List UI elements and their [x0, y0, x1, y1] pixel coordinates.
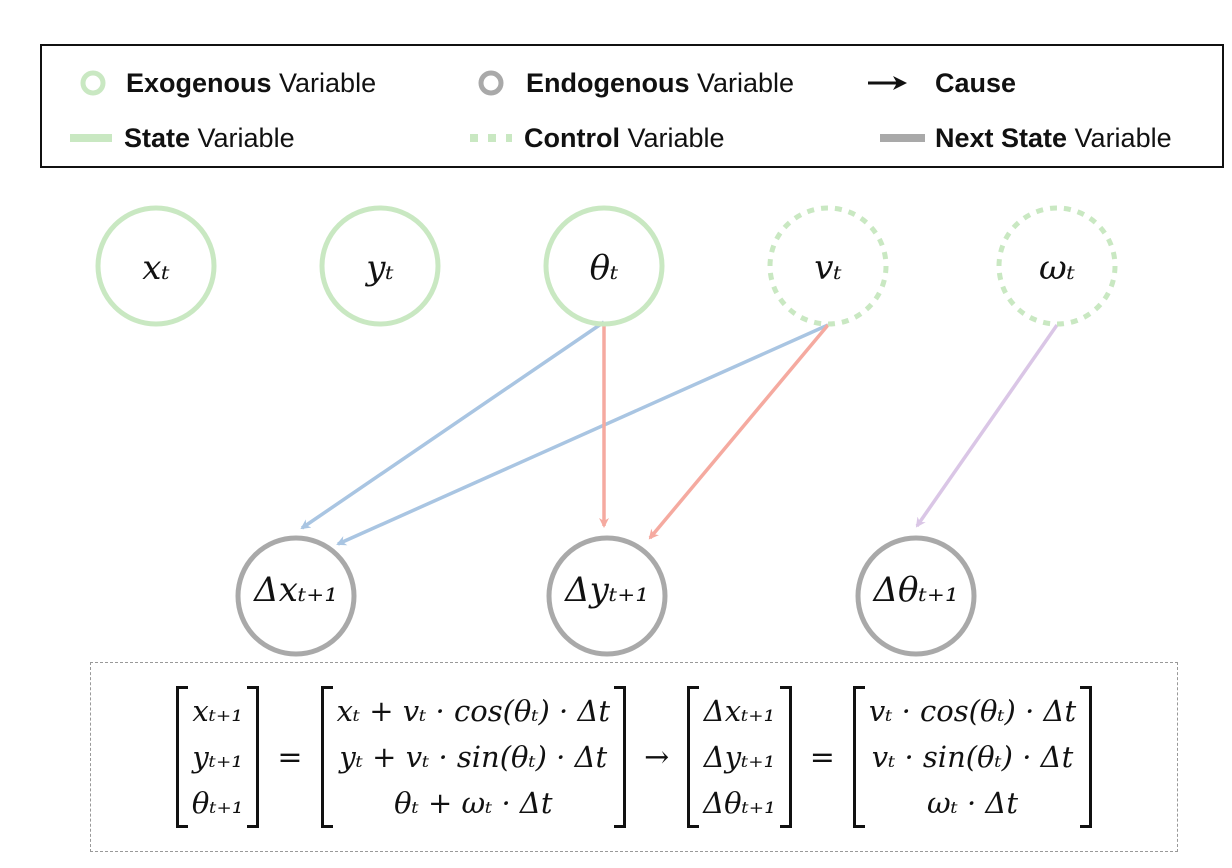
node-dx-label: Δxₜ₊₁ [254, 570, 338, 610]
node-theta [543, 205, 665, 327]
right-arrow: → [644, 739, 670, 775]
node-omega-label: ωₜ [1038, 248, 1076, 288]
matrix-entry: yₜ + vₜ · sin(θₜ) · Δt [339, 740, 608, 774]
node-dtheta [855, 535, 977, 657]
matrix-entry: vₜ · cos(θₜ) · Δt [868, 694, 1077, 728]
legend-exogenous-label: Exogenous Variable [126, 68, 377, 98]
matrix-entry: vₜ · sin(θₜ) · Δt [871, 740, 1074, 774]
delta-transition-vector: vₜ · cos(θₜ) · Δt vₜ · sin(θₜ) · Δt ωₜ ·… [852, 686, 1093, 828]
node-y [319, 205, 441, 327]
matrix-entry: Δxₜ₊₁ [703, 694, 776, 728]
legend [40, 44, 1224, 168]
node-y-label: yₜ [366, 248, 394, 288]
legend-endogenous-label: Endogenous Variable [526, 68, 795, 98]
legend-cause-label: Cause [935, 68, 1017, 98]
matrix-entry: Δyₜ₊₁ [703, 740, 776, 774]
delta-vector: Δxₜ₊₁ Δyₜ₊₁ Δθₜ₊₁ [687, 686, 792, 828]
node-x-label: xₜ [142, 248, 170, 288]
node-dtheta-label: Δθₜ₊₁ [873, 570, 959, 610]
matrix-entry: xₜ₊₁ [192, 694, 243, 728]
node-dy-label: Δyₜ₊₁ [565, 570, 649, 610]
legend-state-label: State Variable [124, 123, 295, 153]
node-omega [996, 205, 1118, 327]
legend-next-state-label: Next State Variable [935, 123, 1172, 153]
node-dx [235, 535, 357, 657]
edge-omega-to-dtheta [915, 323, 1059, 528]
matrix-entry: θₜ₊₁ [191, 786, 244, 820]
legend-endogenous-icon [478, 70, 504, 96]
legend-control-label: Control Variable [524, 123, 725, 153]
matrix-entry: yₜ₊₁ [192, 740, 243, 774]
matrix-entry: θₜ + ωₜ · Δt [394, 786, 553, 820]
node-v [767, 205, 889, 327]
node-v-label: vₜ [814, 248, 842, 288]
equals-sign: = [277, 739, 303, 775]
matrix-entry: xₜ + vₜ · cos(θₜ) · Δt [336, 694, 611, 728]
matrix-entry: ωₜ · Δt [926, 786, 1019, 820]
transition-vector: xₜ + vₜ · cos(θₜ) · Δt yₜ + vₜ · sin(θₜ)… [320, 686, 627, 828]
legend-exogenous-icon [80, 70, 106, 96]
edge-theta-to-dx [300, 320, 605, 530]
equation-box: xₜ₊₁ yₜ₊₁ θₜ₊₁ = xₜ + vₜ · cos(θₜ) · Δt … [90, 662, 1178, 852]
edge-v-to-dy [648, 323, 830, 540]
equals-sign: = [809, 739, 835, 775]
state-next-vector: xₜ₊₁ yₜ₊₁ θₜ₊₁ [175, 686, 260, 828]
matrix-entry: Δθₜ₊₁ [703, 786, 776, 820]
node-x [95, 205, 217, 327]
node-theta-label: θₜ [589, 248, 619, 288]
edge-v-to-dx [336, 323, 829, 546]
node-dy [546, 535, 668, 657]
